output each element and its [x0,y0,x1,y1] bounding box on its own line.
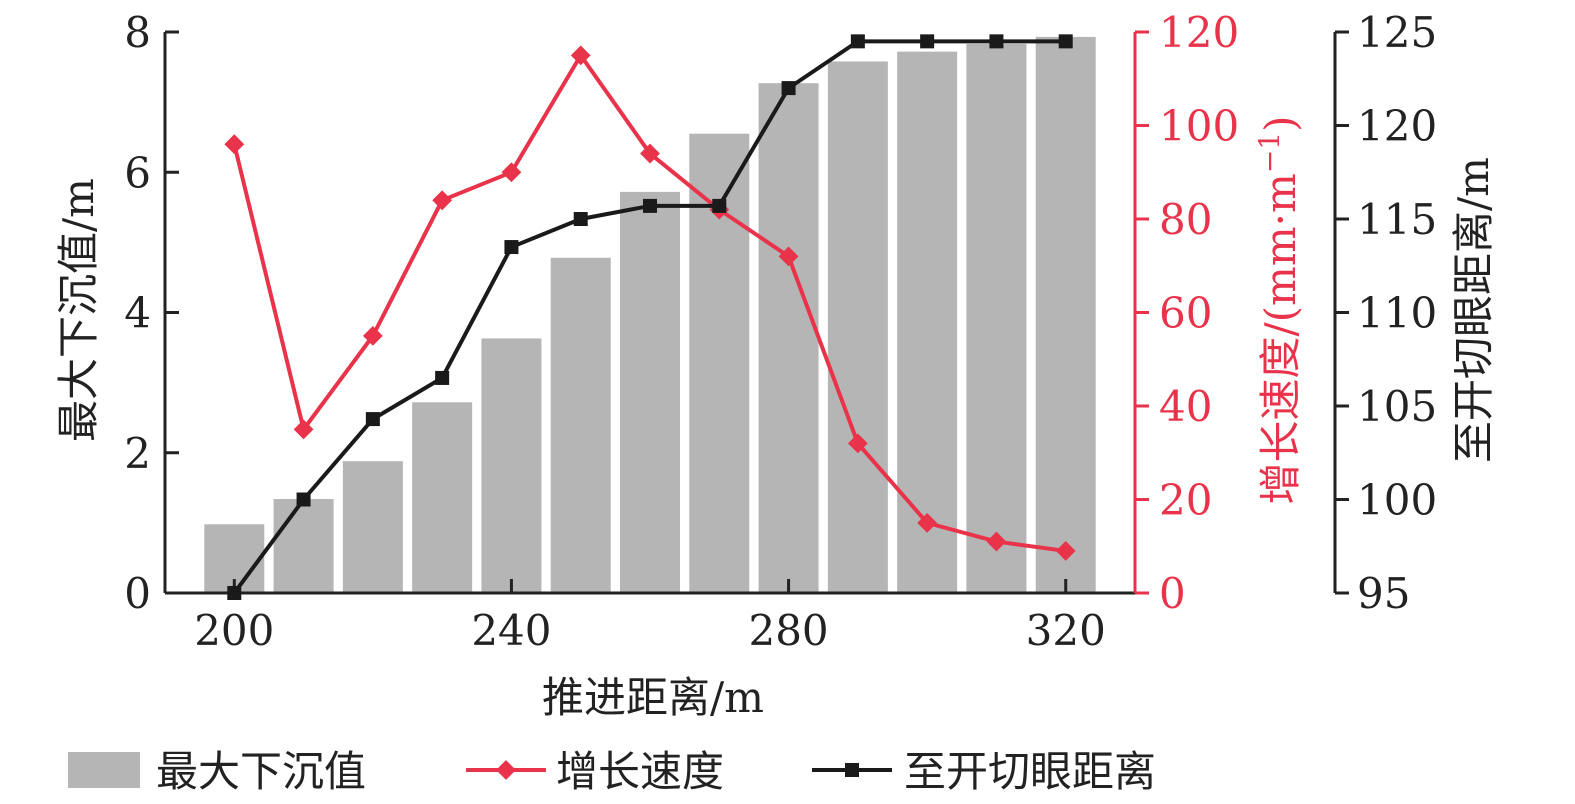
bar-250 [550,257,611,593]
point-growth-rate-230 [432,190,453,211]
legend-marker-diamond [496,760,516,780]
right1-tick-label-120: 120 [1159,8,1239,57]
left-tick-label-2: 2 [124,429,151,478]
bar-280 [758,83,819,593]
point-growth-rate-310 [986,531,1007,552]
point-distance-240 [504,240,519,255]
right1-tick-label-100: 100 [1159,102,1239,151]
right1-axis-label-end: ) [1256,115,1305,131]
axes: 200 240 280 3200246802040608010012095100105… [124,8,1437,655]
legend-label-bar: 最大下沉值 [156,747,366,796]
bar-300 [897,51,958,593]
bar-320 [1035,36,1096,593]
bar-210 [273,499,334,593]
left-tick-label-6: 6 [124,148,151,197]
line-series [224,34,1076,600]
point-growth-rate-210 [293,419,314,440]
x-axis-label: 推进距离/m [542,673,764,722]
legend: 最大下沉值 增长速度 至开切眼距离 [68,747,1156,796]
point-distance-310 [989,34,1004,49]
right2-tick-label-105: 105 [1357,382,1437,431]
point-distance-300 [920,34,935,49]
legend-marker-square [845,763,859,777]
left-tick-label-0: 0 [124,569,151,618]
right1-tick-label-20: 20 [1159,476,1212,525]
bar-220 [342,461,403,593]
right1-tick-label-40: 40 [1159,382,1212,431]
point-distance-290 [850,34,865,49]
point-distance-230 [435,370,450,385]
bar-290 [827,61,888,593]
x-tick-label-240: 240 [471,606,551,655]
point-growth-rate-220 [362,325,383,346]
point-distance-210 [296,492,311,507]
point-distance-220 [365,412,380,427]
left-axis-label: 最大下沉值/m [54,178,103,442]
right1-tick-label-0: 0 [1159,569,1186,618]
legend-label-red-line: 增长速度 [556,747,724,796]
right2-tick-label-115: 115 [1357,195,1437,244]
bar-310 [966,43,1027,593]
axis-labels: 推进距离/m 最大下沉值/m 增长速度/(mm·m−1) 至开切眼距离/m [54,115,1498,722]
point-distance-270 [712,198,727,213]
right1-axis-label: 增长速度/(mm·m−1) [1253,115,1306,504]
right2-tick-label-95: 95 [1357,569,1410,618]
point-growth-rate-290 [847,433,868,454]
left-tick-label-4: 4 [124,289,151,338]
legend-swatch-bar [68,752,140,788]
point-distance-250 [573,212,588,226]
point-growth-rate-320 [1055,541,1076,561]
right1-tick-label-80: 80 [1159,195,1212,244]
right1-axis-label-main: 增长速度/(mm·m [1256,173,1305,504]
bar-series-max-subsidence [204,36,1096,593]
x-tick-label-200: 200 [194,606,274,655]
point-growth-rate-200 [224,134,245,155]
right2-axis-label: 至开切眼距离/m [1449,157,1498,463]
point-distance-260 [643,198,657,213]
right2-tick-label-110: 110 [1357,289,1437,338]
point-distance-200 [227,586,242,600]
right2-tick-label-120: 120 [1357,102,1437,151]
point-distance-280 [781,81,796,96]
point-growth-rate-240 [501,162,522,183]
point-growth-rate-300 [917,512,938,533]
bar-230 [412,402,473,593]
right2-tick-label-125: 125 [1357,8,1437,57]
bar-240 [481,338,542,593]
point-distance-320 [1058,34,1073,49]
bar-260 [620,191,680,593]
x-tick-label-320: 320 [1026,606,1106,655]
right1-axis-label-sup: −1 [1253,132,1286,173]
right2-tick-label-100: 100 [1357,476,1437,525]
x-tick-label-280: 280 [748,606,828,655]
left-tick-label-8: 8 [124,8,151,57]
right1-tick-label-60: 60 [1159,289,1212,338]
legend-label-black-line: 至开切眼距离 [904,747,1156,796]
